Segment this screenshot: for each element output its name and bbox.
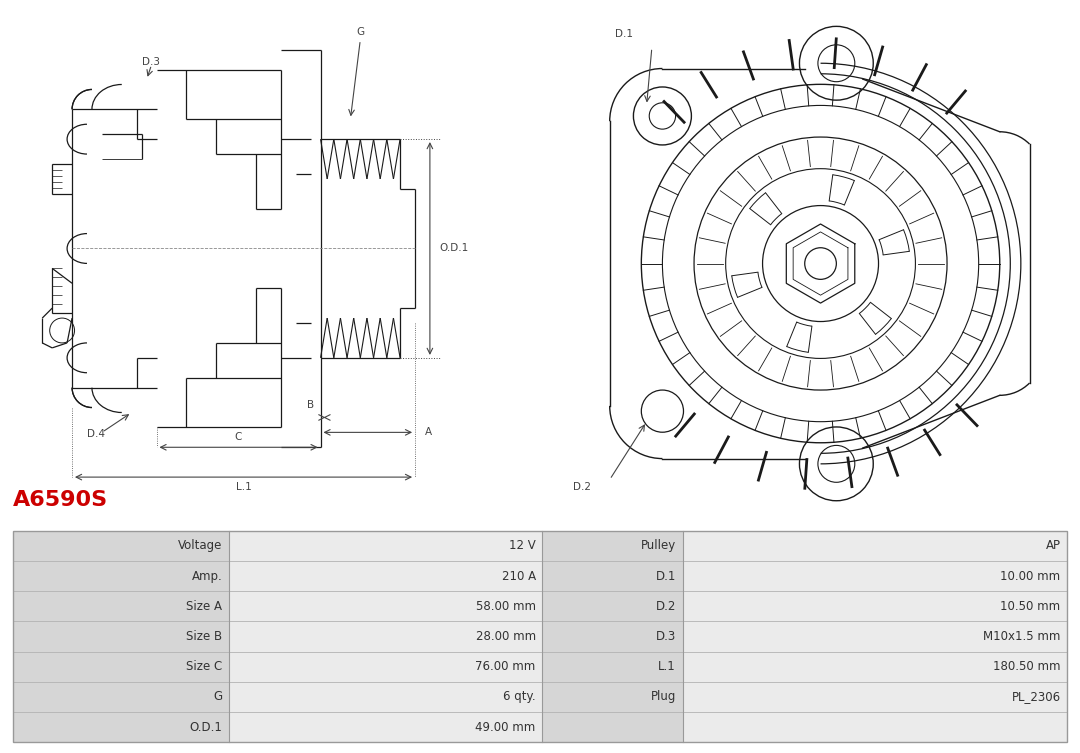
Text: A: A — [424, 428, 432, 437]
Text: L.1: L.1 — [235, 482, 252, 492]
Text: L.1: L.1 — [659, 660, 676, 673]
Bar — [13, 561, 229, 591]
Bar — [683, 681, 1067, 712]
Text: D.1: D.1 — [615, 29, 633, 39]
Bar — [229, 531, 542, 561]
Text: 10.50 mm: 10.50 mm — [1000, 599, 1061, 613]
Bar — [13, 531, 229, 561]
Text: D.2: D.2 — [572, 482, 591, 492]
Bar — [229, 561, 542, 591]
Text: G: G — [214, 691, 222, 703]
Text: Voltage: Voltage — [178, 539, 222, 552]
Text: A6590S: A6590S — [13, 490, 108, 510]
Bar — [542, 621, 683, 651]
Bar — [13, 531, 1067, 742]
Text: D.3: D.3 — [141, 56, 160, 66]
Bar — [542, 531, 683, 561]
Text: Size A: Size A — [187, 599, 222, 613]
Text: Amp.: Amp. — [192, 569, 222, 583]
Text: 210 A: 210 A — [501, 569, 536, 583]
Text: G: G — [356, 27, 364, 37]
Bar — [542, 561, 683, 591]
Text: 28.00 mm: 28.00 mm — [475, 630, 536, 643]
Text: 10.00 mm: 10.00 mm — [1000, 569, 1061, 583]
Text: O.D.1: O.D.1 — [440, 243, 469, 254]
Bar — [683, 561, 1067, 591]
Text: Plug: Plug — [651, 691, 676, 703]
Bar — [229, 621, 542, 651]
Bar — [542, 651, 683, 681]
Text: D.4: D.4 — [87, 429, 105, 439]
Text: Size B: Size B — [187, 630, 222, 643]
Bar — [13, 712, 229, 742]
Bar — [542, 591, 683, 621]
Bar — [229, 712, 542, 742]
Text: 58.00 mm: 58.00 mm — [475, 599, 536, 613]
Text: B: B — [307, 400, 314, 410]
Text: AP: AP — [1045, 539, 1061, 552]
Text: 180.50 mm: 180.50 mm — [994, 660, 1061, 673]
Text: D.2: D.2 — [656, 599, 676, 613]
Text: 6 qty.: 6 qty. — [503, 691, 536, 703]
Bar — [13, 651, 229, 681]
Text: Size C: Size C — [186, 660, 222, 673]
Text: 76.00 mm: 76.00 mm — [475, 660, 536, 673]
Bar — [542, 712, 683, 742]
Text: Pulley: Pulley — [640, 539, 676, 552]
Bar — [683, 531, 1067, 561]
Text: M10x1.5 mm: M10x1.5 mm — [983, 630, 1061, 643]
Text: PL_2306: PL_2306 — [1012, 691, 1061, 703]
Text: 12 V: 12 V — [509, 539, 536, 552]
Bar — [229, 651, 542, 681]
Bar — [683, 591, 1067, 621]
Bar — [13, 681, 229, 712]
Bar — [542, 681, 683, 712]
Bar — [683, 651, 1067, 681]
Text: D.1: D.1 — [656, 569, 676, 583]
Text: D.3: D.3 — [656, 630, 676, 643]
Text: O.D.1: O.D.1 — [190, 721, 222, 733]
Bar — [683, 712, 1067, 742]
Bar — [229, 591, 542, 621]
Bar — [13, 621, 229, 651]
Text: C: C — [234, 432, 242, 442]
Bar — [229, 681, 542, 712]
Text: 49.00 mm: 49.00 mm — [475, 721, 536, 733]
Bar — [683, 621, 1067, 651]
Bar — [13, 591, 229, 621]
